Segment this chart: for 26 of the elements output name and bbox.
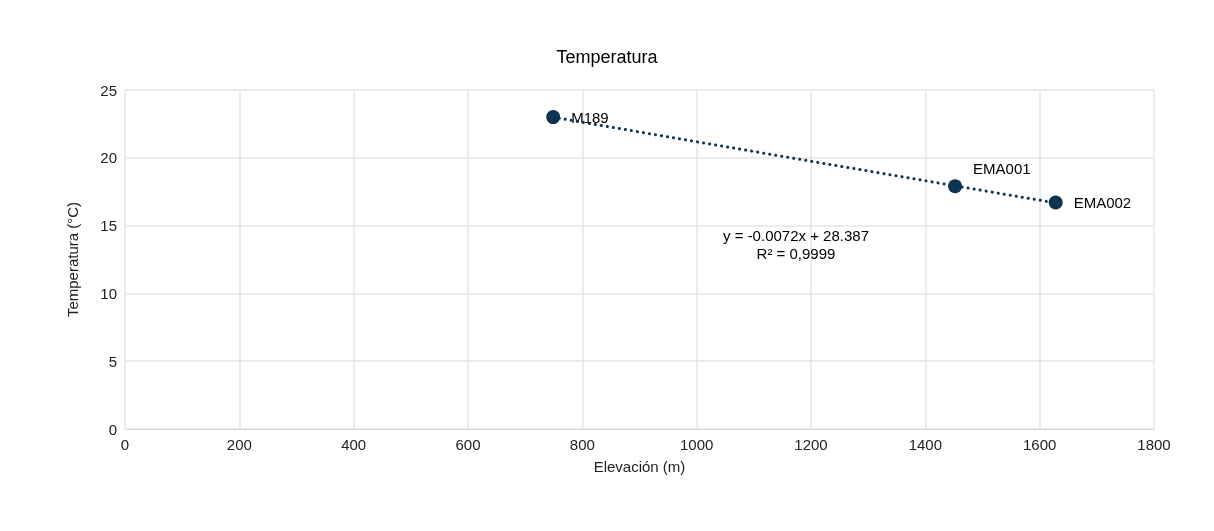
y-axis-title: Temperatura (°C) bbox=[64, 201, 81, 318]
x-tick-label: 1200 bbox=[794, 436, 828, 453]
y-tick-label: 10 bbox=[100, 284, 117, 302]
y-tick-label: 0 bbox=[108, 420, 117, 438]
annotation: y = -0.0072x + 28.387 R² = 0,9999 bbox=[723, 226, 869, 262]
point bbox=[1048, 195, 1063, 210]
x-tick-label: 1400 bbox=[908, 436, 943, 453]
annotation: M189 bbox=[571, 108, 609, 126]
annotation: EMA001 bbox=[973, 159, 1031, 177]
y-tick-label: 20 bbox=[100, 149, 117, 167]
x-tick-label: 0 bbox=[120, 436, 130, 453]
y-tick-label: 15 bbox=[100, 217, 117, 235]
x-tick-label: 600 bbox=[455, 436, 481, 453]
x-tick-label: 1000 bbox=[679, 436, 714, 453]
point bbox=[546, 110, 561, 125]
y-tick-label: 5 bbox=[108, 352, 117, 370]
chart-title: Temperatura bbox=[556, 47, 659, 67]
x-tick-label: 200 bbox=[226, 436, 252, 453]
x-tick-label: 400 bbox=[341, 436, 367, 453]
x-tick-label: 1800 bbox=[1137, 436, 1171, 453]
point bbox=[948, 179, 963, 194]
x-axis-title: Elevación (m) bbox=[593, 458, 686, 475]
annotation: EMA002 bbox=[1073, 194, 1132, 212]
x-tick-label: 800 bbox=[569, 436, 595, 453]
y-tick-label: 25 bbox=[100, 81, 117, 99]
x-tick-label: 1600 bbox=[1022, 436, 1057, 453]
